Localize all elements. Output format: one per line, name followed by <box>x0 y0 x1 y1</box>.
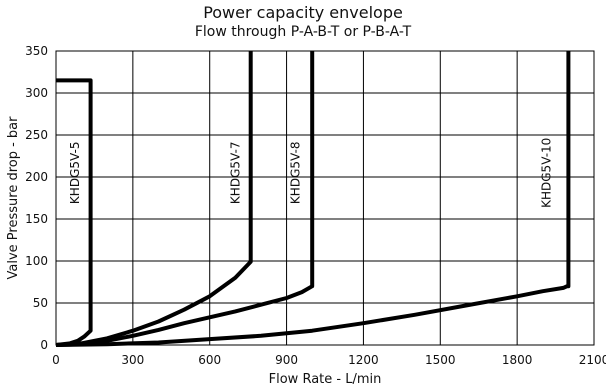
y-axis-label: Valve Pressure drop - bar <box>6 116 21 280</box>
x-tick-label: 1500 <box>425 353 456 367</box>
series-line-khdg5v-7 <box>55 51 253 347</box>
chart-subtitle: Flow through P-A-B-T or P-B-A-T <box>195 24 412 40</box>
y-tick-label: 50 <box>33 296 48 310</box>
y-tick-label: 100 <box>25 254 48 268</box>
series-label-khdg5v-8: KHDG5V-8 <box>289 142 303 205</box>
series-label-khdg5v-10: KHDG5V-10 <box>540 138 554 208</box>
y-tick-label: 200 <box>25 170 48 184</box>
series-group <box>55 51 571 347</box>
plot-frame <box>55 50 595 346</box>
y-tick-label: 0 <box>40 338 48 352</box>
series-line-khdg5v-10 <box>55 51 571 347</box>
x-tick-label: 0 <box>52 353 60 367</box>
y-tick-label: 250 <box>25 128 48 142</box>
x-tick-label: 2100 <box>579 353 606 367</box>
x-tick-label: 1800 <box>502 353 533 367</box>
x-tick-label: 1200 <box>348 353 379 367</box>
series-label-khdg5v-5: KHDG5V-5 <box>68 142 82 205</box>
x-tick-label: 900 <box>275 353 298 367</box>
x-axis-label: Flow Rate - L/min <box>269 372 382 387</box>
series-line-khdg5v-8 <box>55 51 315 347</box>
x-tick-labels: 0 300 600 900 1200 1500 1800 2100 <box>52 353 606 367</box>
series-line-khdg5v-5 <box>55 78 93 347</box>
y-tick-labels: 0 50 100 150 200 250 300 350 <box>25 44 48 352</box>
series-label-khdg5v-7: KHDG5V-7 <box>228 142 242 205</box>
grid <box>56 51 594 345</box>
y-tick-label: 350 <box>25 44 48 58</box>
series-labels: KHDG5V-5 KHDG5V-7 KHDG5V-8 KHDG5V-10 <box>68 138 553 208</box>
chart-title: Power capacity envelope <box>203 3 403 22</box>
x-tick-label: 300 <box>121 353 144 367</box>
x-tick-label: 600 <box>198 353 221 367</box>
y-tick-label: 300 <box>25 86 48 100</box>
y-tick-label: 150 <box>25 212 48 226</box>
